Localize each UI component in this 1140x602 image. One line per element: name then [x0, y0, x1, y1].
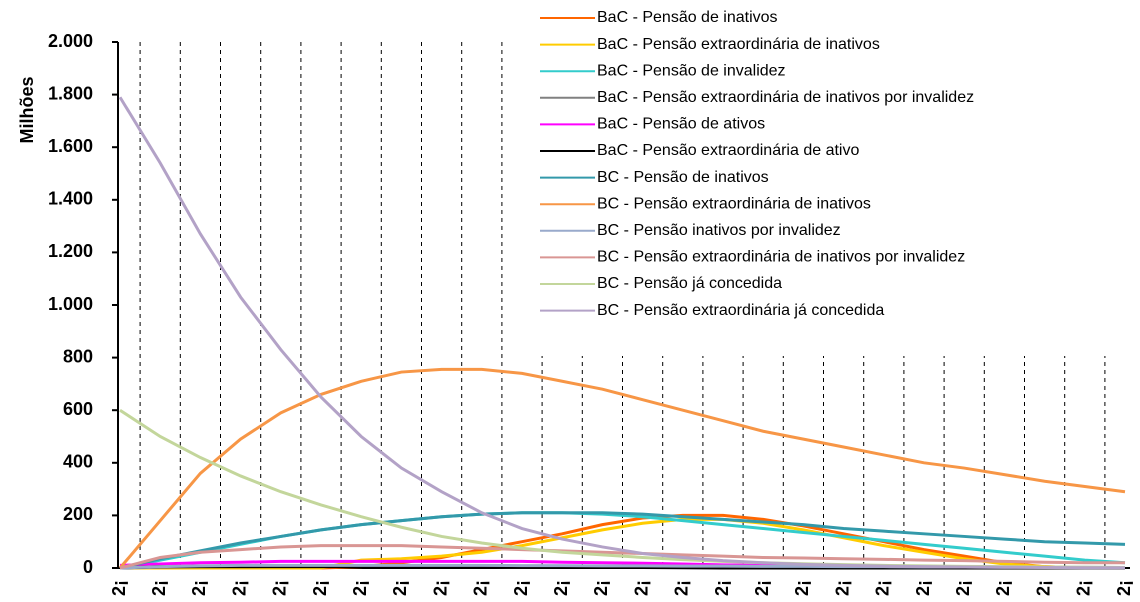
legend-label: BaC - Pensão extraordinária de inativos — [597, 36, 880, 53]
legend-label: BC - Pensão inativos por invalidez — [597, 222, 841, 239]
y-tick-label: 400 — [63, 452, 93, 472]
y-tick-label: 1.200 — [48, 241, 93, 261]
y-tick-label: 1.400 — [48, 189, 93, 209]
legend-label: BaC - Pensão de inativos — [597, 9, 778, 26]
x-tick-label: 2¡ — [672, 580, 692, 596]
x-tick-label: 2¡ — [953, 580, 973, 596]
y-tick-label: 600 — [63, 399, 93, 419]
series-line — [118, 96, 1125, 570]
y-tick-label: 1.000 — [48, 294, 93, 314]
x-tick-label: 2¡ — [551, 580, 571, 596]
x-tick-label: 2¡ — [752, 580, 772, 596]
x-tick-label: 2¡ — [430, 580, 450, 596]
legend-bg — [520, 4, 1140, 356]
legend-label: BC - Pensão de inativos — [597, 169, 769, 186]
x-tick-label: 2¡ — [109, 580, 129, 596]
x-tick-label: 2¡ — [189, 580, 209, 596]
y-tick-label: 1.800 — [48, 83, 93, 103]
x-tick-label: 2¡ — [310, 580, 330, 596]
x-tick-label: 2¡ — [390, 580, 410, 596]
x-tick-label: 2¡ — [471, 580, 491, 596]
x-tick-label: 2¡ — [229, 580, 249, 596]
y-axis-label: Milhões — [17, 76, 37, 143]
x-tick-label: 2¡ — [832, 580, 852, 596]
series-line — [119, 511, 1126, 570]
y-tick-label: 200 — [63, 504, 93, 524]
legend-label: BaC - Pensão extraordinária de inativos … — [597, 89, 974, 106]
legend-label: BaC - Pensão extraordinária de ativo — [597, 142, 859, 159]
legend-label: BC - Pensão já concedida — [597, 275, 782, 292]
y-tick-label: 2.000 — [48, 31, 93, 51]
x-tick-label: 2¡ — [591, 580, 611, 596]
series-line — [119, 544, 1125, 570]
x-tick-label: 2¡ — [631, 580, 651, 596]
legend-label: BC - Pensão extraordinária de inativos — [597, 195, 871, 212]
y-tick-label: 0 — [83, 557, 93, 577]
legend-label: BaC - Pensão de invalidez — [597, 62, 786, 79]
x-tick-label: 2¡ — [1114, 580, 1134, 596]
x-tick-label: 2¡ — [993, 580, 1013, 596]
series-line — [119, 408, 1126, 569]
series-line — [118, 367, 1126, 569]
x-tick-label: 2¡ — [1074, 580, 1094, 596]
legend-label: BaC - Pensão de ativos — [597, 116, 765, 133]
y-tick-label: 800 — [63, 346, 93, 366]
legend-label: BC - Pensão extraordinária de inativos p… — [597, 249, 965, 266]
x-tick-label: 2¡ — [913, 580, 933, 596]
x-tick-label: 2¡ — [511, 580, 531, 596]
x-tick-label: 2¡ — [712, 580, 732, 596]
legend-label: BC - Pensão extraordinária já concedida — [597, 302, 884, 319]
x-tick-label: 2¡ — [873, 580, 893, 596]
x-tick-label: 2¡ — [1033, 580, 1053, 596]
y-tick-label: 1.600 — [48, 136, 93, 156]
x-tick-label: 2¡ — [270, 580, 290, 596]
x-tick-label: 2¡ — [350, 580, 370, 596]
x-tick-label: 2¡ — [792, 580, 812, 596]
x-tick-label: 2¡ — [149, 580, 169, 596]
